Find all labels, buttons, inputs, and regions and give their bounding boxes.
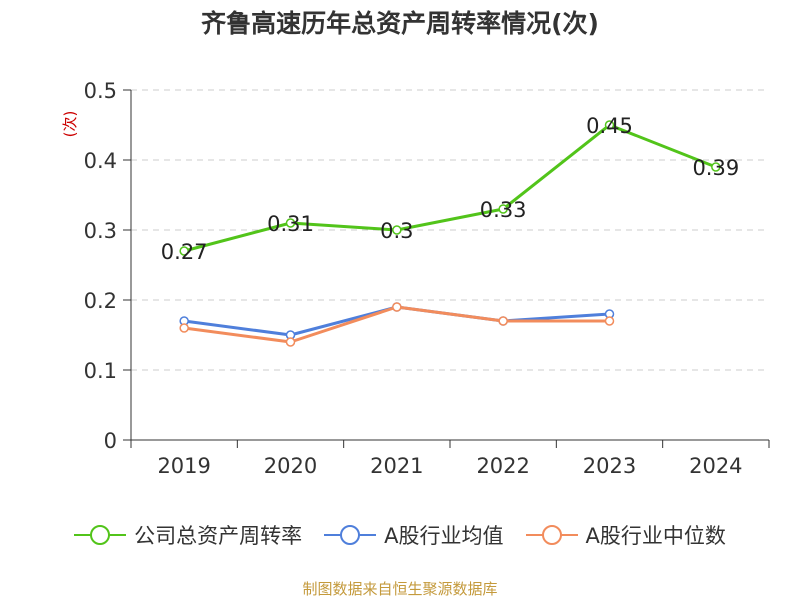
data-point [179,323,189,333]
data-point [604,316,615,326]
series-line [183,305,610,344]
y-axis-label: (次) [61,111,79,138]
legend: 公司总资产周转率 A股行业均值 A股行业中位数 [0,520,800,550]
legend-marker [541,525,562,545]
x-tick-label: 2022 [476,454,529,478]
data-point [498,204,508,214]
legend-item: A股行业中位数 [525,520,726,550]
x-tick-label: 2021 [370,454,423,478]
y-tick-label: 0.3 [84,219,117,243]
data-point [498,316,508,326]
series-line [183,123,717,253]
data-label: 0.39 [692,156,739,180]
x-tick-label: 2023 [583,454,636,478]
data-point [285,218,296,228]
chart-title: 齐鲁高速历年总资产周转率情况(次) [201,9,599,38]
legend-swatch [525,525,578,545]
legend-marker [340,525,361,545]
data-label: 0.27 [161,240,208,264]
data-point [392,225,402,235]
x-tick-label: 2020 [264,454,317,478]
legend-swatch [74,525,127,545]
legend-marker [90,525,111,545]
legend-label: A股行业中位数 [585,524,726,548]
source-note: 制图数据来自恒生聚源数据库 [302,580,498,598]
y-tick-label: 0 [104,429,117,453]
data-point [285,337,296,347]
data-point [711,162,721,172]
legend-swatch [324,525,377,545]
x-tick-label: 2024 [689,454,742,478]
y-tick-label: 0.1 [84,359,117,383]
data-point [392,302,402,312]
y-tick-label: 0.4 [84,149,117,173]
data-label: 0.31 [267,212,314,236]
legend-label: A股行业均值 [384,524,504,548]
data-label: 0.45 [586,114,633,138]
legend-label: 公司总资产周转率 [134,524,303,548]
legend-item: A股行业均值 [324,520,504,550]
y-tick-label: 0.5 [84,79,117,103]
data-point [604,120,615,130]
y-tick-label: 0.2 [84,289,117,313]
data-label: 0.33 [480,198,527,222]
x-tick-label: 2019 [157,454,210,478]
data-point [179,246,189,256]
legend-item: 公司总资产周转率 [74,520,302,550]
data-label: 0.3 [380,219,413,243]
